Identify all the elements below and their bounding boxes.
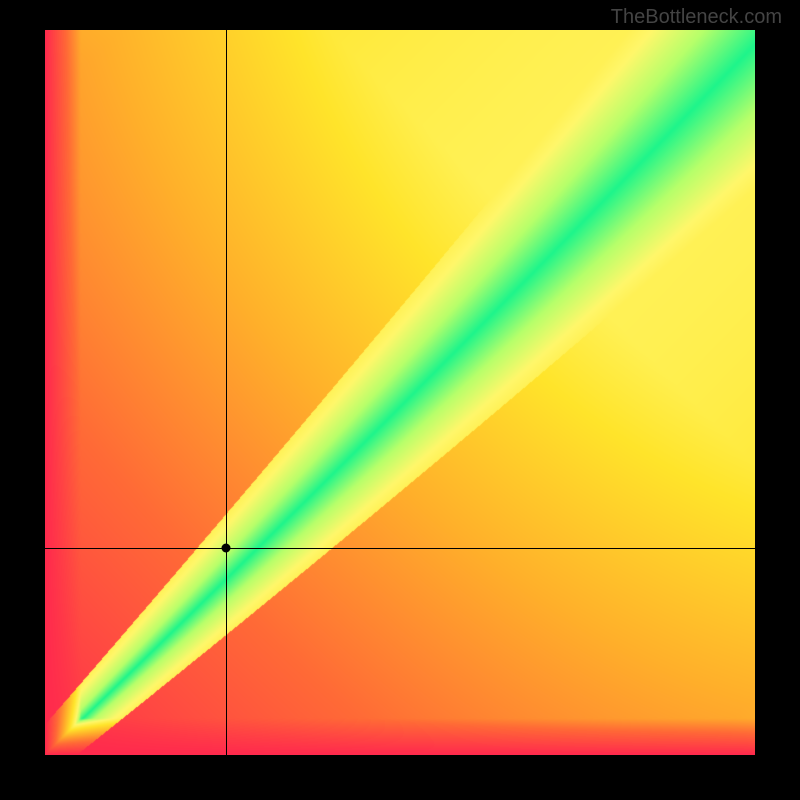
crosshair-marker	[222, 544, 231, 553]
bottleneck-heatmap	[45, 30, 755, 755]
crosshair-horizontal	[45, 548, 755, 549]
watermark-text: TheBottleneck.com	[611, 6, 782, 29]
heatmap-canvas	[45, 30, 755, 755]
crosshair-vertical	[226, 30, 227, 755]
